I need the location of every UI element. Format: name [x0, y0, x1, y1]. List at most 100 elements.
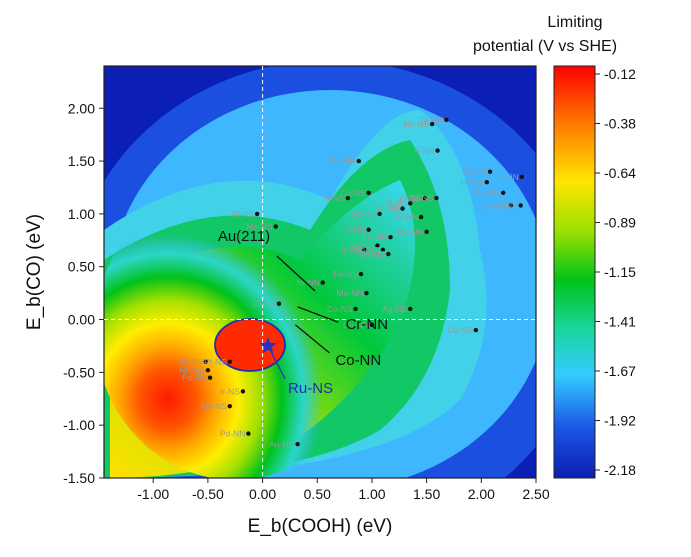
data-point-label: Cr-NS	[252, 299, 276, 309]
data-point	[429, 121, 435, 127]
data-point	[418, 214, 424, 220]
data-point	[500, 190, 506, 195]
data-point	[366, 190, 371, 195]
callout-arrow	[267, 345, 286, 380]
data-point-label: Hf-NN	[376, 204, 400, 214]
y-tick-label: -1.50	[63, 470, 95, 486]
data-point-label: Mo-NN	[337, 288, 364, 298]
data-point-label: Ta-NS	[410, 193, 434, 203]
x-tick-label: 1.00	[358, 486, 385, 502]
colorbar-ticks: -0.12 -0.38 -0.64 -0.89 -1.15 -1.41 -1.67 -1.92…	[595, 66, 636, 478]
callout-arrow	[294, 324, 330, 354]
y-tick-label: -1.00	[63, 417, 95, 433]
data-point	[353, 306, 358, 312]
data-point-label: W-NS	[232, 209, 255, 219]
data-point	[369, 322, 375, 328]
y-axis-title: E_b(CO) (eV)	[24, 214, 45, 330]
data-point	[366, 227, 371, 232]
data-point-label: Fe-NN	[363, 232, 388, 242]
colorbar-tick-label: -1.15	[604, 264, 636, 280]
data-point-label: Co-NS	[340, 188, 366, 198]
data-point	[487, 169, 493, 174]
data-point-label: Y-NS	[498, 200, 518, 210]
data-point	[377, 211, 382, 217]
data-point-label: Pd-NN	[220, 429, 246, 439]
data-point-label: Nb-NS	[351, 209, 377, 219]
x-tick-label: 0.50	[304, 486, 331, 502]
x-tick-label: 2.00	[468, 486, 495, 502]
data-point-label: Cu-NS	[447, 325, 473, 335]
data-point-label: Mo-NS	[246, 222, 273, 232]
data-point-label: Co-NS	[327, 304, 353, 314]
x-tick-label: 2.50	[522, 486, 549, 502]
data-point	[422, 195, 427, 201]
data-point-label: Ni-NN	[297, 278, 320, 288]
data-point	[408, 201, 413, 206]
data-point	[273, 224, 278, 229]
x-tick-label: 0.00	[249, 486, 276, 502]
y-tick-label: 0.00	[68, 312, 95, 328]
data-point	[380, 247, 386, 253]
data-point-label: Ir-NS	[325, 193, 345, 203]
x-axis-ticks: -1.00 -0.50 0.00 0.50 1.00 1.50 2.00 2.50	[137, 478, 550, 502]
data-point	[320, 280, 325, 285]
data-point	[519, 174, 524, 180]
data-point-label: Zr-NN	[464, 167, 487, 177]
data-point	[246, 431, 251, 436]
y-tick-label: 1.50	[68, 153, 95, 169]
data-point	[227, 359, 232, 364]
x-tick-label: -1.00	[137, 486, 169, 502]
data-point	[345, 195, 351, 201]
y-axis-ticks: 2.00 1.50 1.00 0.50 0.00 -0.50 -1.00 -1.50	[63, 100, 104, 486]
data-point-label: Ta-NN	[419, 115, 443, 125]
data-point	[227, 403, 232, 409]
data-point-label: Ti-NN	[413, 146, 435, 156]
colorbar	[553, 65, 596, 479]
data-point-label: Ir-NS	[220, 386, 240, 396]
data-point-label: Nb-NS	[404, 119, 430, 129]
data-point	[254, 211, 260, 217]
data-point-label: Mn-NN	[329, 156, 356, 166]
data-point	[388, 234, 393, 240]
data-point	[434, 195, 439, 201]
data-point	[484, 180, 489, 185]
data-point	[408, 306, 413, 312]
colorbar-tick-label: -0.38	[604, 116, 636, 132]
colorbar-tick-label: -1.67	[604, 363, 636, 379]
colorbar-tick-label: -0.12	[604, 66, 636, 82]
callout-label: Ru-NS	[288, 380, 333, 397]
data-point-label: Mn-NS	[353, 245, 380, 255]
data-point	[386, 251, 391, 257]
callout-arrow	[297, 306, 339, 323]
data-point-label: Os-NS	[201, 401, 227, 411]
data-point-label: Ir-NN	[341, 245, 361, 255]
data-point-label: Sc-NS	[483, 200, 508, 210]
data-point	[400, 206, 405, 211]
data-point-label: Y-NN	[499, 172, 519, 182]
callout-label: Cr-NN	[346, 316, 389, 333]
data-point	[518, 203, 523, 208]
data-point-label: Sc-NN	[475, 188, 500, 198]
colorbar-tick-label: -1.41	[604, 314, 636, 330]
data-point	[203, 359, 208, 364]
y-tick-label: 2.00	[68, 100, 95, 116]
data-point	[276, 301, 282, 306]
data-point	[205, 368, 211, 373]
data-point	[375, 243, 380, 248]
y-tick-label: 0.50	[68, 259, 95, 275]
data-point-label: Rh-NN	[348, 241, 374, 251]
y-tick-label: -0.50	[63, 364, 95, 380]
data-point-label: Pd-NS	[182, 373, 207, 383]
data-point	[435, 148, 440, 153]
data-point-label: Zr-NS	[399, 193, 422, 203]
data-point	[207, 375, 213, 380]
callout-label: Au(211)	[218, 228, 270, 245]
data-point-label: Au-NN	[269, 439, 295, 449]
colorbar-tick-label: -1.92	[604, 413, 636, 429]
data-point-label: Ru-NN	[398, 227, 424, 237]
data-point-label: Cu-NN	[343, 320, 369, 330]
data-point	[295, 441, 300, 447]
star-marker	[259, 336, 277, 354]
data-point	[444, 117, 449, 123]
